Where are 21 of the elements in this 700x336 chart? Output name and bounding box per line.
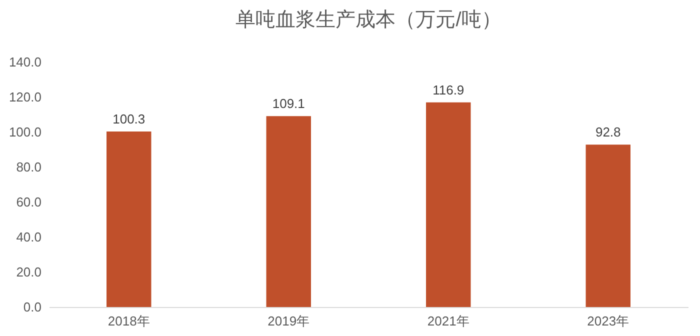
y-tick-label: 60.0: [16, 194, 42, 210]
x-tick-label: 2021年: [427, 314, 470, 328]
x-tick-label: 2019年: [268, 314, 310, 328]
y-tick-label: 40.0: [16, 230, 42, 244]
data-label: 100.3: [112, 111, 146, 126]
y-tick-label: 100.0: [8, 124, 42, 140]
data-label: 109.1: [272, 96, 305, 112]
bar: [266, 116, 311, 307]
y-tick-label: 0.0: [23, 300, 42, 314]
y-tick-label: 140.0: [8, 54, 42, 70]
bar: [426, 102, 471, 307]
bar: [586, 144, 630, 307]
y-tick-label: 80.0: [16, 160, 42, 174]
x-tick-label: 2023年: [587, 314, 630, 328]
data-label: 116.9: [432, 82, 464, 98]
bar: [106, 131, 152, 307]
y-tick-label: 120.0: [8, 90, 42, 104]
y-tick-label: 20.0: [16, 264, 42, 280]
chart-title: 单吨血浆生产成本（万元/吨）: [236, 9, 502, 31]
x-tick-label: 2018年: [108, 314, 150, 328]
data-label: 92.8: [595, 124, 621, 140]
